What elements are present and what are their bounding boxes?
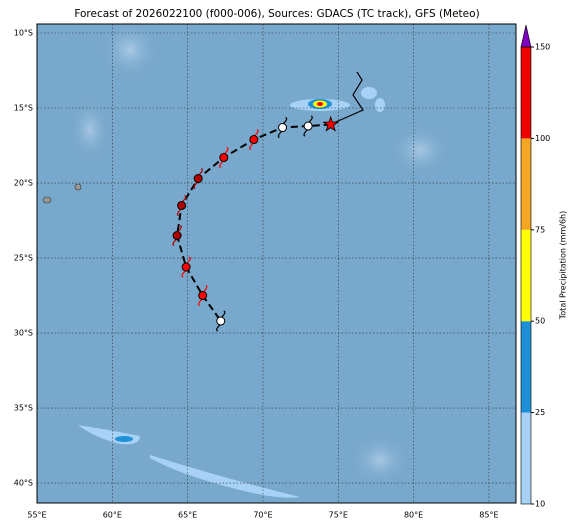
storm-center — [181, 262, 191, 272]
y-tick-label: 25°S — [14, 254, 33, 263]
storm-symbol — [176, 194, 187, 217]
colorbar-tick-label: 50 — [535, 317, 545, 326]
storm-center — [198, 291, 208, 301]
storm-arms — [219, 146, 229, 169]
storm-arms — [181, 256, 191, 278]
x-tick-label: 65°E — [178, 511, 197, 520]
current-position — [322, 115, 340, 132]
past-track — [330, 71, 364, 125]
islands — [42, 183, 82, 204]
storm-arms — [176, 194, 187, 217]
storm-symbol — [181, 256, 191, 278]
storm-symbol — [219, 146, 229, 169]
colorbar-tick-label: 100 — [535, 134, 550, 143]
storm-arms — [303, 115, 313, 137]
colorbar-band — [521, 321, 531, 413]
colorbar-band — [521, 138, 531, 230]
colorbar-tick-label: 150 — [535, 43, 550, 52]
storm-center — [193, 174, 203, 184]
x-tick-label: 60°E — [103, 511, 122, 520]
map-frame — [36, 23, 517, 504]
x-tick-label: 70°E — [253, 511, 272, 520]
storm-arms — [197, 284, 208, 307]
colorbar-frame — [520, 46, 532, 505]
storm-arms — [172, 224, 182, 247]
y-tick-label: 40°S — [14, 479, 33, 488]
storm-symbol — [277, 116, 288, 139]
x-tick-label: 55°E — [27, 511, 46, 520]
storm-arms — [249, 128, 259, 151]
y-tick-label: 20°S — [14, 179, 33, 188]
map-background — [37, 20, 516, 503]
storm-center — [177, 201, 187, 211]
storm-center — [219, 153, 229, 163]
storm-center — [172, 231, 182, 241]
storm-center — [278, 123, 288, 133]
storm-arms — [193, 167, 203, 190]
title: Forecast of 2026022100 (f000-006), Sourc… — [74, 8, 479, 20]
x-tick-label: 80°E — [404, 511, 423, 520]
storm-arms — [216, 310, 226, 332]
storm-symbol — [249, 128, 259, 151]
storm-symbol — [197, 284, 208, 307]
colorbar-tick-label: 10 — [535, 500, 545, 509]
y-tick-label: 10°S — [14, 29, 33, 38]
y-tick-label: 15°S — [14, 104, 33, 113]
colorbar-label: Total Precipitation (mm/6h) — [559, 211, 568, 320]
storm-symbol — [216, 310, 226, 332]
y-tick-label: 30°S — [14, 329, 33, 338]
x-tick-label: 85°E — [479, 511, 498, 520]
colorbar-tick-label: 75 — [535, 225, 545, 234]
colorbar-band — [521, 412, 531, 504]
storm-symbol — [193, 167, 203, 190]
storm-symbol — [303, 115, 313, 137]
storm-arms — [277, 116, 288, 139]
colorbar-tick-label: 25 — [535, 408, 545, 417]
storm-center — [249, 135, 259, 145]
colorbar-band — [521, 229, 531, 322]
colorbar-band — [521, 47, 531, 139]
x-tick-label: 75°E — [329, 511, 348, 520]
storm-center — [216, 316, 226, 326]
storm-center — [303, 121, 313, 131]
storm-symbol — [172, 224, 182, 247]
y-tick-label: 35°S — [14, 404, 33, 413]
colorbar-extend — [520, 24, 532, 48]
